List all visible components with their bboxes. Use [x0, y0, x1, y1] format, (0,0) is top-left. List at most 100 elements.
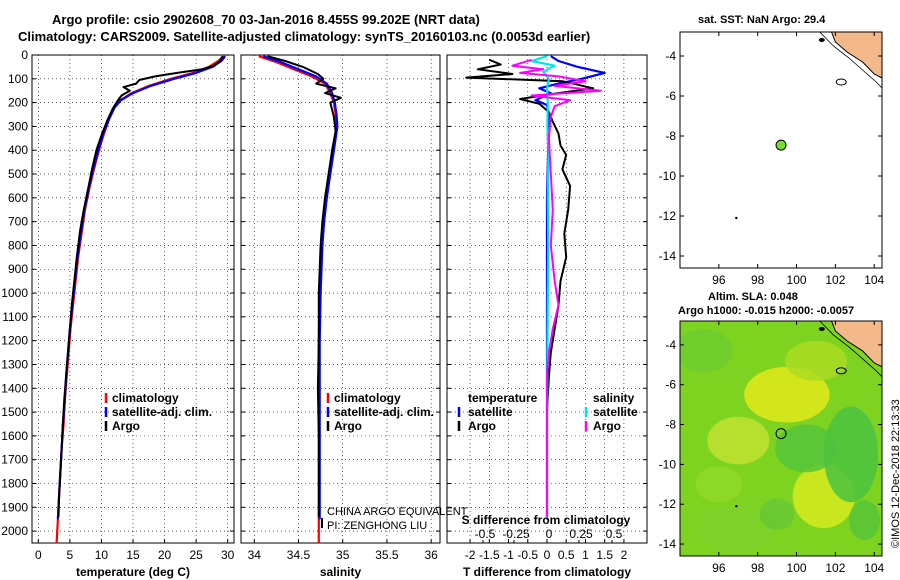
island [818, 38, 825, 42]
plot-annotation: CHINA ARGO EQUIVALENT PI: ZENGHONG LIU [321, 506, 468, 532]
sst-map-title: sat. SST: NaN Argo: 29.4 [698, 14, 826, 26]
map-lon-label: 104 [864, 561, 884, 575]
argo-float-marker [775, 139, 787, 151]
depth-tick-label: 1400 [1, 381, 28, 395]
map-lat-label: -12 [659, 209, 677, 223]
map-lon-label: 98 [751, 273, 765, 287]
x-tick-label: 2 [621, 548, 628, 562]
difference-panel: -2 -1.5 -1 -0.5 0 0.5 1 1.5 2T difference from c… [446, 54, 648, 579]
sla-anomaly-patch [784, 340, 848, 381]
x-tick-label: -1.5 [479, 548, 500, 562]
difference-legend: temperaturesatelliteArgosalinitysatellit… [457, 391, 638, 543]
legend-label: Argo [334, 419, 362, 433]
annotation-line2: PI: ZENGHONG LIU [327, 520, 427, 532]
sla-map-title: Altim. SLA: 0.048 [708, 291, 798, 303]
island [818, 326, 825, 331]
depth-tick-label: 1900 [1, 500, 28, 514]
map-lat-label: -14 [659, 537, 677, 551]
map-lat-label: -6 [665, 378, 676, 392]
legend-label: Argo [593, 419, 621, 433]
series-line-salinity-argo [511, 58, 602, 517]
depth-tick-label: 0 [21, 48, 28, 62]
sla-anomaly-patch [759, 498, 795, 531]
depth-tick-label: 400 [8, 143, 28, 157]
x-tick-label: 15 [126, 548, 140, 562]
legend-label: climatology [334, 391, 401, 405]
series-line-temperature-argo [465, 58, 595, 517]
legend-label: satellite [593, 405, 638, 419]
x-tick-label: 35 [336, 548, 350, 562]
sla-heatmap [680, 321, 882, 556]
x-axis-label: salinity [320, 565, 362, 579]
x-tick-label: -0.5 [517, 548, 538, 562]
series-line-salinity-satellite [530, 55, 556, 520]
x-tick-label: 0 [544, 548, 551, 562]
island [835, 78, 847, 86]
legend-title-temperature: temperature [468, 391, 538, 405]
x-tick-label: 0 [35, 548, 42, 562]
legend-label: satellite [468, 405, 513, 419]
sla-anomaly-patch [744, 366, 830, 423]
sla-anomaly-patch [775, 424, 838, 473]
panel-frame [31, 54, 235, 544]
sla-anomaly-patch [695, 466, 743, 503]
depth-tick-label: 1100 [2, 310, 28, 324]
depth-tick-label: 1700 [1, 453, 28, 467]
x-axis-label: T difference from climatology [463, 565, 631, 579]
map-lat-label: -8 [665, 129, 676, 143]
coast-contour [819, 31, 883, 89]
panel-frame [240, 54, 441, 544]
series-line-climatology [55, 55, 225, 544]
series-line-satellite-adj-clim- [56, 55, 227, 520]
x-tick-label: 34.5 [287, 548, 311, 562]
map-lat-label: -8 [665, 418, 676, 432]
series-line-argo [57, 55, 224, 517]
map-lat-label: -12 [659, 497, 677, 511]
series-line-argo [267, 55, 342, 517]
figure-title-line1: Argo profile: csio 2902608_70 03-Jan-201… [52, 12, 480, 27]
map-lon-label: 102 [825, 273, 845, 287]
s-tick-label: 0.5 [606, 527, 623, 541]
sla-map-subtitle: Argo h1000: -0.015 h2000: -0.0057 [678, 305, 855, 317]
depth-tick-label: 900 [8, 262, 28, 276]
island [735, 505, 738, 508]
x-axis-label: temperature (deg C) [76, 565, 190, 579]
map-lon-label: 100 [787, 273, 807, 287]
sla-anomaly-patch [680, 328, 733, 373]
x-tick-label: -1 [503, 548, 514, 562]
argo-float-marker [775, 428, 787, 440]
map-lat-label: -4 [665, 49, 676, 63]
salinity-panel: 34 34.5 35 35.5 36 salinity [240, 54, 441, 579]
series-line-climatology [258, 55, 338, 543]
map-lon-label: 96 [712, 561, 726, 575]
legend-label: satellite-adj. clim. [112, 405, 212, 419]
map-lon-label: 100 [787, 561, 807, 575]
legend-title-salinity: salinity [593, 391, 635, 405]
sla-anomaly-patch [707, 416, 770, 465]
depth-tick-label: 100 [8, 72, 28, 86]
x-tick-label: 20 [158, 548, 172, 562]
map-lat-label: -4 [665, 338, 676, 352]
map-lat-label: -10 [659, 457, 677, 471]
s-tick-label: 0.25 [569, 527, 593, 541]
depth-tick-label: 200 [8, 96, 28, 110]
depth-tick-label: 1500 [1, 405, 28, 419]
depth-tick-label: 300 [8, 119, 28, 133]
depth-tick-label: 2000 [1, 524, 28, 538]
x-tick-label: 30 [221, 548, 235, 562]
depth-tick-label: 1300 [1, 357, 28, 371]
map-lat-label: -10 [659, 169, 677, 183]
depth-tick-label: 500 [8, 167, 28, 181]
map-lon-label: 96 [712, 273, 726, 287]
temperature-panel: 0100200300400500600700800900100011001200… [1, 48, 234, 579]
map-lon-label: 102 [825, 561, 845, 575]
legend-label: Argo [112, 419, 140, 433]
depth-tick-label: 600 [8, 191, 28, 205]
map-frame [679, 320, 883, 557]
sla-anomaly-patch [848, 500, 881, 541]
map-lat-label: -14 [659, 249, 677, 263]
x-tick-label: 1.5 [596, 548, 613, 562]
